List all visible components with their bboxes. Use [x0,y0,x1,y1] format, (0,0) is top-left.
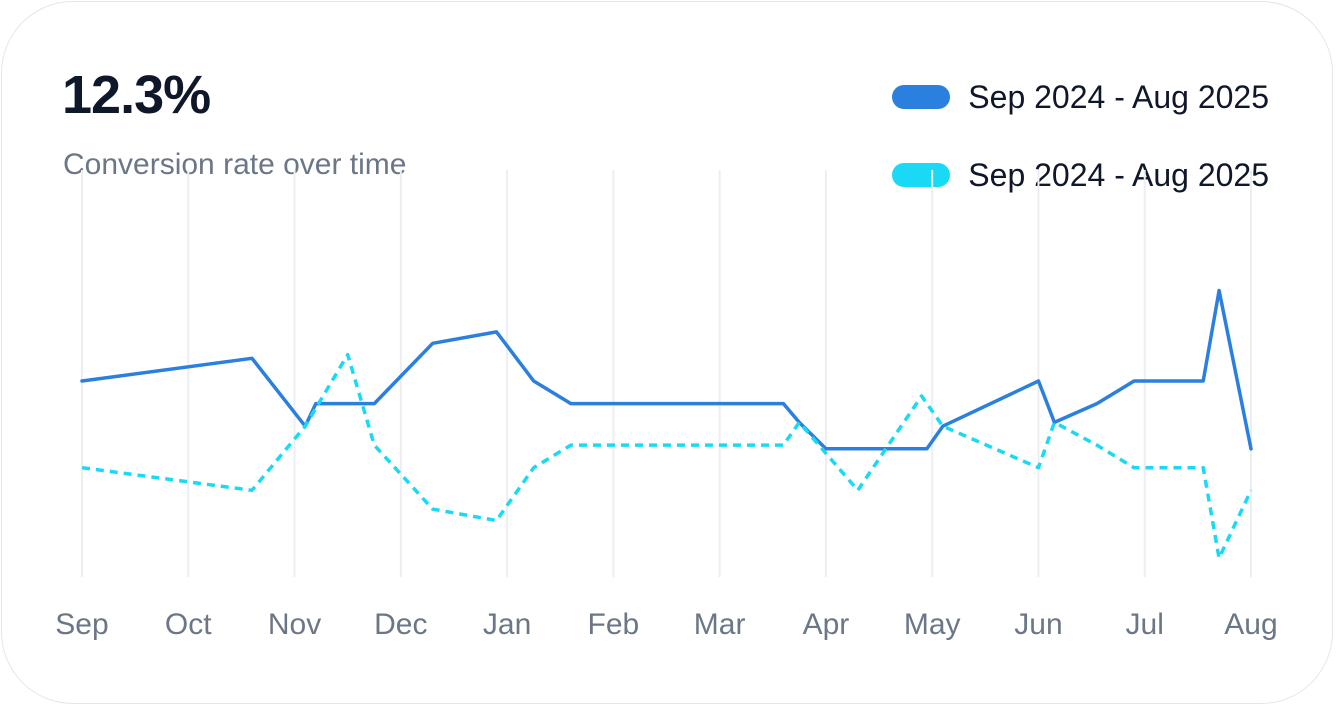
x-tick-label-may: May [904,608,961,641]
x-tick-label-nov: Nov [268,608,321,641]
series-line-secondary [81,352,1253,560]
x-tick-label-oct: Oct [165,608,212,641]
x-tick-label-sep: Sep [55,608,108,641]
x-tick-label-jun: Jun [1014,608,1062,641]
x-tick-label-jul: Jul [1126,608,1164,641]
legend-label-primary: Sep 2024 - Aug 2025 [968,78,1269,115]
x-tick-label-dec: Dec [374,608,427,641]
series-lines [80,288,1253,560]
x-tick-label-apr: Apr [803,608,850,641]
x-tick-label-feb: Feb [588,608,640,641]
legend-item-primary[interactable]: Sep 2024 - Aug 2025 [892,74,1269,120]
series-line-primary [80,288,1253,451]
x-tick-label-jan: Jan [483,608,531,641]
legend: Sep 2024 - Aug 2025 Sep 2024 - Aug 2025 [892,74,1269,230]
x-tick-label-mar: Mar [694,608,746,641]
x-axis-ticks: Sep Oct Nov Dec Jan Feb Mar Apr May Jun Jul Aug [55,608,1277,641]
legend-label-secondary: Sep 2024 - Aug 2025 [968,156,1269,193]
chart-subtitle: Conversion rate over time [63,148,407,181]
headline-value: 12.3% [62,65,211,125]
grid-lines [81,170,1252,577]
legend-swatch-secondary [892,163,951,187]
legend-swatch-primary [892,85,951,109]
legend-item-secondary[interactable]: Sep 2024 - Aug 2025 [892,152,1269,198]
x-tick-label-aug: Aug [1224,608,1277,641]
